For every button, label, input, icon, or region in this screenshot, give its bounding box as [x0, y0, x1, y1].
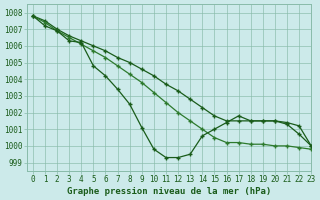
X-axis label: Graphe pression niveau de la mer (hPa): Graphe pression niveau de la mer (hPa): [67, 187, 271, 196]
